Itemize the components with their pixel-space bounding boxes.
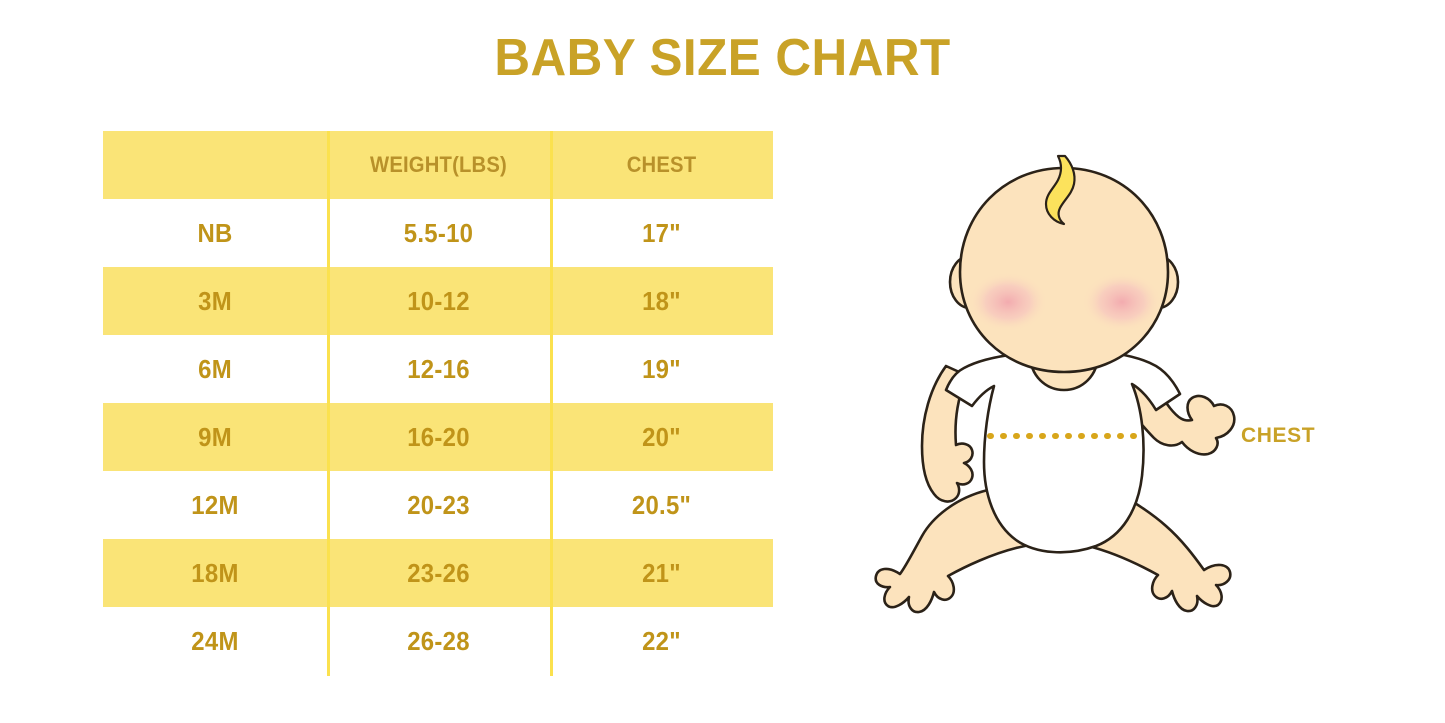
table-header-row: WEIGHT(LBS) CHEST xyxy=(103,131,773,199)
baby-left-arm xyxy=(920,364,974,503)
table-column-divider-2 xyxy=(550,131,553,676)
cell-chest: 17" xyxy=(642,217,681,248)
cell-size: 6M xyxy=(198,353,232,384)
page-title: BABY SIZE CHART xyxy=(494,29,951,87)
cell-size: 12M xyxy=(191,489,239,520)
cell-chest: 19" xyxy=(642,353,681,384)
cell-weight: 23-26 xyxy=(407,557,470,588)
cell-chest: 21" xyxy=(642,557,681,588)
table-row: 12M 20-23 20.5" xyxy=(103,471,773,539)
cell-chest: 18" xyxy=(642,285,681,316)
cell-weight: 26-28 xyxy=(407,625,470,656)
cell-chest: 22" xyxy=(642,625,681,656)
blush-left xyxy=(968,272,1048,332)
table-row: 9M 16-20 20" xyxy=(103,403,773,471)
column-header-weight: WEIGHT(LBS) xyxy=(370,152,507,177)
table-column-divider-1 xyxy=(327,131,330,676)
baby-onesie xyxy=(944,349,1182,554)
blush-right xyxy=(1082,272,1162,332)
table-row: 3M 10-12 18" xyxy=(103,267,773,335)
cell-size: 3M xyxy=(198,285,232,316)
cell-size: 9M xyxy=(198,421,232,452)
table-row: NB 5.5-10 17" xyxy=(103,199,773,267)
chest-callout-label: CHEST xyxy=(1241,424,1316,447)
cell-weight: 16-20 xyxy=(407,421,470,452)
column-header-chest: CHEST xyxy=(626,152,697,177)
table-row: 18M 23-26 21" xyxy=(103,539,773,607)
cell-size: NB xyxy=(197,217,233,248)
baby-head xyxy=(958,166,1170,374)
size-chart-table: WEIGHT(LBS) CHEST NB 5.5-10 17" 3M 10-12… xyxy=(103,131,773,675)
table-row: 24M 26-28 22" xyxy=(103,607,773,675)
cell-weight: 10-12 xyxy=(407,285,470,316)
baby-illustration xyxy=(860,150,1280,620)
cell-size: 18M xyxy=(191,557,239,588)
cell-chest: 20" xyxy=(642,421,681,452)
cell-weight: 20-23 xyxy=(407,489,470,520)
cell-size: 24M xyxy=(191,625,239,656)
cell-weight: 12-16 xyxy=(407,353,470,384)
baby-hair-curl xyxy=(1044,154,1076,226)
cell-weight: 5.5-10 xyxy=(403,217,474,248)
cell-chest: 20.5" xyxy=(631,489,692,520)
table-row: 6M 12-16 19" xyxy=(103,335,773,403)
